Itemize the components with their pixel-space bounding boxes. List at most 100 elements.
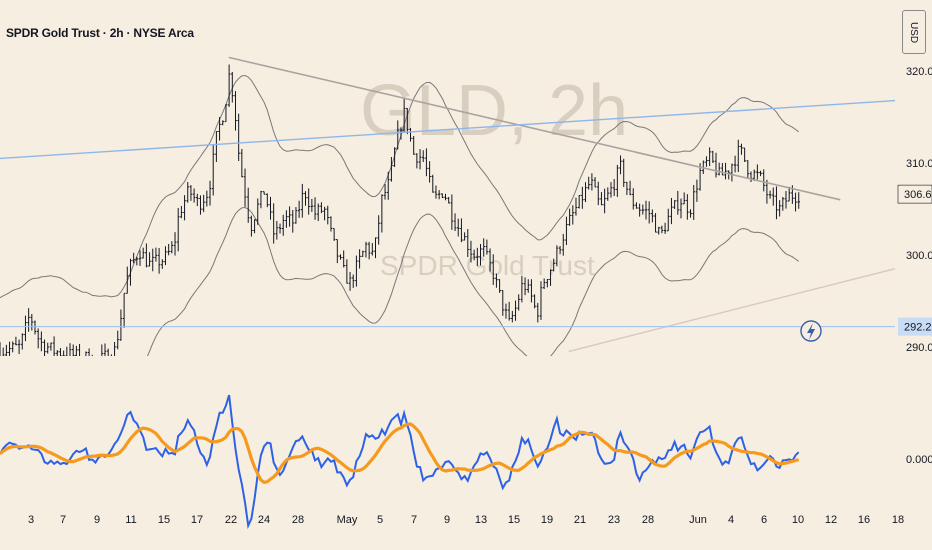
x-tick-label: 21 [574, 514, 586, 526]
price-bar [428, 161, 431, 183]
x-tick-label: 11 [125, 514, 136, 526]
price-bar [692, 184, 696, 220]
price-bar [396, 120, 400, 150]
price-bar [425, 148, 428, 177]
price-bar [326, 205, 330, 225]
price-bar [552, 258, 556, 272]
price-bar [383, 184, 387, 200]
price-bar [94, 356, 97, 370]
x-tick-label: Jun [689, 514, 707, 526]
price-bar [406, 107, 409, 135]
price-bar [176, 207, 180, 252]
price-bar [59, 348, 62, 356]
price-bar [476, 247, 479, 267]
price-bar [453, 213, 457, 232]
price-bar [536, 302, 540, 323]
price-bar [488, 248, 492, 272]
price-bar [711, 150, 715, 163]
price-bar [596, 181, 600, 206]
price-bar [101, 344, 104, 356]
watermark-symbol: GLD, 2h [360, 71, 628, 151]
price-bar [52, 336, 56, 356]
price-bar [189, 185, 193, 201]
price-bar [431, 174, 435, 193]
price-bar [717, 162, 721, 176]
price-bar [663, 222, 667, 234]
price-bar [367, 241, 371, 260]
price-bar [275, 221, 279, 240]
price-bar [450, 194, 454, 230]
price-bar [234, 91, 237, 131]
support-trendline[interactable] [568, 268, 896, 353]
currency-label: USD [908, 21, 920, 43]
oscillator-pane[interactable]: 0.0000 [0, 394, 932, 530]
price-bar [30, 313, 34, 331]
price-bar [686, 194, 689, 220]
price-bar [43, 339, 46, 356]
price-bar [485, 239, 489, 255]
x-tick-label: 7 [60, 514, 66, 526]
price-pane[interactable] [0, 56, 896, 419]
price-bar [606, 187, 610, 201]
price-bar [526, 279, 530, 293]
price-bar [195, 193, 199, 207]
price-bar [756, 164, 759, 180]
y-tick-label: 310.00 [906, 158, 932, 170]
price-bar [434, 185, 438, 199]
price-bar [218, 117, 221, 141]
price-bar [762, 169, 766, 192]
price-bar [498, 279, 501, 293]
time-axis[interactable]: 3 7 9 11 15 17 22 24 28 May 5 7 9 13 15 19 21 23 28 Jun 4 6 10… [28, 514, 904, 526]
price-bar [705, 156, 708, 167]
price-bar [186, 181, 190, 203]
price-bar [11, 341, 15, 353]
channel-trendline[interactable] [0, 99, 896, 160]
price-bar [469, 240, 473, 263]
price-bar [628, 180, 632, 196]
price-bar [285, 210, 288, 228]
price-bar [542, 278, 546, 289]
price-bar [5, 344, 8, 356]
price-bar [205, 190, 209, 207]
price-axis[interactable]: 290.00 300.00 310.00 320.00 306.62 292.20 [897, 66, 932, 354]
price-bar [495, 273, 498, 288]
price-bar [310, 198, 314, 212]
price-bar [85, 351, 88, 356]
price-bar [708, 147, 711, 167]
price-bar [444, 193, 447, 201]
price-bar [771, 187, 775, 206]
chart-title: SPDR Gold Trust · 2h · NYSE Arca [6, 26, 194, 40]
price-bar [20, 333, 24, 350]
price-bar [740, 143, 743, 155]
price-bar [262, 191, 266, 195]
price-bar [62, 350, 65, 356]
x-tick-label: 15 [158, 514, 170, 526]
price-bar [119, 309, 123, 341]
currency-button[interactable]: USD [902, 10, 926, 54]
alert-button[interactable] [800, 320, 822, 342]
price-bar [316, 203, 320, 222]
price-bar [749, 171, 753, 183]
price-bar [65, 346, 68, 356]
price-bar [253, 219, 256, 234]
price-bar [110, 354, 112, 356]
price-bar [288, 206, 291, 227]
x-tick-label: 6 [761, 514, 767, 526]
price-bar [730, 163, 734, 182]
x-tick-label: 19 [541, 514, 553, 526]
price-bar [192, 188, 196, 203]
price-bar [351, 274, 355, 288]
oscillator-fast-line [0, 394, 800, 530]
price-bar [91, 354, 93, 356]
last-price-badge [897, 184, 932, 204]
price-bar [463, 232, 466, 241]
price-bar [797, 192, 801, 209]
price-bar [224, 104, 228, 123]
price-bar [240, 148, 244, 178]
resistance-trendline[interactable] [228, 56, 841, 201]
price-bar [81, 356, 84, 369]
price-bar [778, 200, 781, 217]
price-bar [622, 158, 626, 187]
price-bar [603, 188, 606, 214]
